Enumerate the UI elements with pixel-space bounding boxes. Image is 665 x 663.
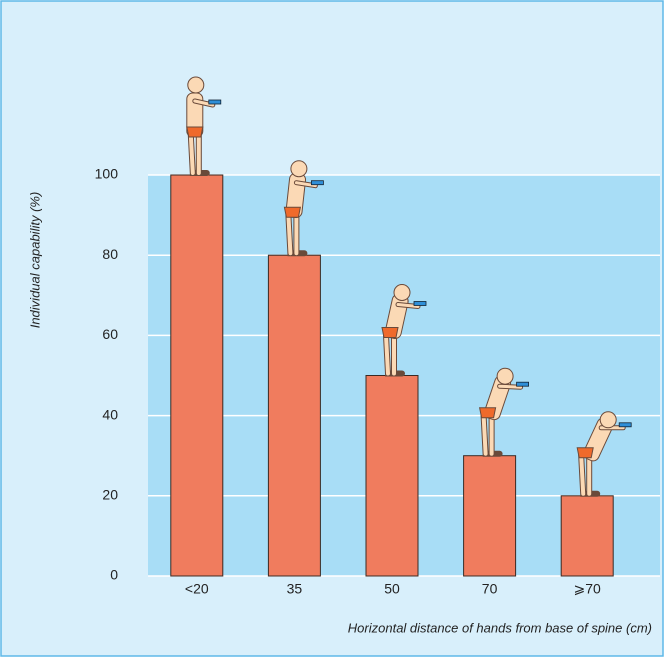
- y-tick-label: 80: [102, 246, 118, 262]
- figure-box: [413, 301, 427, 306]
- figure-head: [496, 367, 514, 385]
- figure-legs-fill: [481, 413, 494, 456]
- bar: [267, 254, 321, 577]
- figure-legs-fill: [286, 213, 299, 256]
- y-tick-label: 0: [110, 567, 118, 583]
- figure-briefs: [283, 206, 302, 218]
- figure: [186, 76, 222, 176]
- figure: [381, 284, 427, 377]
- bar: [463, 455, 517, 577]
- figure-arm-fill: [498, 384, 523, 389]
- figure-briefs: [478, 407, 497, 419]
- x-tick-label: ⩾70: [574, 581, 602, 597]
- figure: [576, 411, 632, 497]
- figure-box: [516, 381, 530, 387]
- figure-head: [187, 76, 205, 94]
- bar: [365, 375, 419, 577]
- figure-head: [290, 160, 308, 178]
- y-tick-label: 100: [95, 166, 119, 182]
- figure-briefs: [576, 447, 594, 459]
- figure-box: [208, 99, 222, 105]
- figure-briefs: [381, 327, 399, 338]
- figure-legs-fill: [188, 133, 201, 175]
- figure: [283, 160, 324, 257]
- y-tick-label: 40: [102, 406, 118, 422]
- figure-arm-fill: [396, 303, 420, 308]
- bar: [170, 174, 224, 577]
- x-tick-label: 50: [384, 581, 400, 597]
- figure-head: [393, 284, 411, 301]
- bar: [560, 495, 614, 577]
- figure-arm-fill: [294, 181, 317, 188]
- figure-box: [618, 422, 632, 428]
- x-tick-label: 35: [287, 581, 303, 597]
- x-axis-title: Horizontal distance of hands from base o…: [348, 620, 652, 635]
- figure-legs-fill: [579, 453, 592, 496]
- figure: [478, 367, 530, 457]
- figure-head: [599, 411, 617, 429]
- figure-box: [310, 180, 324, 186]
- y-tick-label: 20: [102, 487, 118, 503]
- figure-legs-fill: [384, 333, 396, 376]
- x-tick-label: 70: [482, 581, 498, 597]
- x-tick-label: <20: [185, 581, 209, 597]
- y-tick-label: 60: [102, 326, 118, 342]
- y-axis-title: Individual capability (%): [27, 192, 42, 329]
- figure-briefs: [186, 126, 204, 138]
